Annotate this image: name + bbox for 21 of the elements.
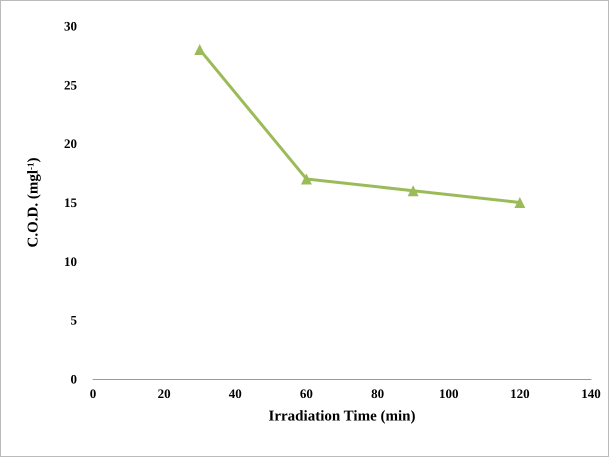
y-tick-label: 25 xyxy=(64,77,78,92)
y-tick-label: 10 xyxy=(64,254,77,269)
x-tick-label: 40 xyxy=(228,386,242,401)
y-tick-label: 0 xyxy=(70,372,77,386)
y-tick-label: 5 xyxy=(70,312,78,328)
x-tick-label: 60 xyxy=(300,386,313,401)
point xyxy=(514,197,526,208)
x-tick-label: 20 xyxy=(158,386,171,401)
y-tick-label: 15 xyxy=(64,195,78,210)
point xyxy=(408,185,419,196)
x-tick-label: 100 xyxy=(438,386,458,401)
y-tick-label: 30 xyxy=(64,18,77,34)
y-axis-title: C.O.D. (mgl-1) xyxy=(26,158,42,248)
x-tick-label: 80 xyxy=(371,386,384,401)
x-tick-label: 140 xyxy=(581,386,601,401)
y-tick-label: 20 xyxy=(64,136,77,152)
point xyxy=(194,44,206,56)
x-tick-label: 0 xyxy=(90,386,96,401)
x-axis-title: Irradiation Time (min) xyxy=(268,408,416,424)
point xyxy=(300,173,312,184)
x-tick-label: 120 xyxy=(510,386,530,401)
